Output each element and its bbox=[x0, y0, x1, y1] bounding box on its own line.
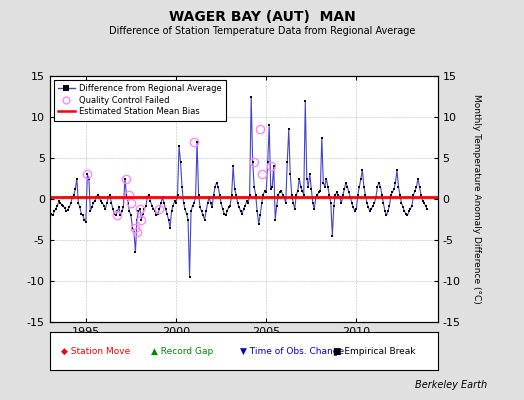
Text: Difference of Station Temperature Data from Regional Average: Difference of Station Temperature Data f… bbox=[109, 26, 415, 36]
Text: ▼ Time of Obs. Change: ▼ Time of Obs. Change bbox=[240, 346, 344, 356]
Text: ◆ Station Move: ◆ Station Move bbox=[61, 346, 130, 356]
Text: ■ Empirical Break: ■ Empirical Break bbox=[333, 346, 416, 356]
Y-axis label: Monthly Temperature Anomaly Difference (°C): Monthly Temperature Anomaly Difference (… bbox=[472, 94, 481, 304]
Text: WAGER BAY (AUT)  MAN: WAGER BAY (AUT) MAN bbox=[169, 10, 355, 24]
Text: Berkeley Earth: Berkeley Earth bbox=[415, 380, 487, 390]
Text: ▲ Record Gap: ▲ Record Gap bbox=[150, 346, 213, 356]
Legend: Difference from Regional Average, Quality Control Failed, Estimated Station Mean: Difference from Regional Average, Qualit… bbox=[54, 80, 226, 120]
